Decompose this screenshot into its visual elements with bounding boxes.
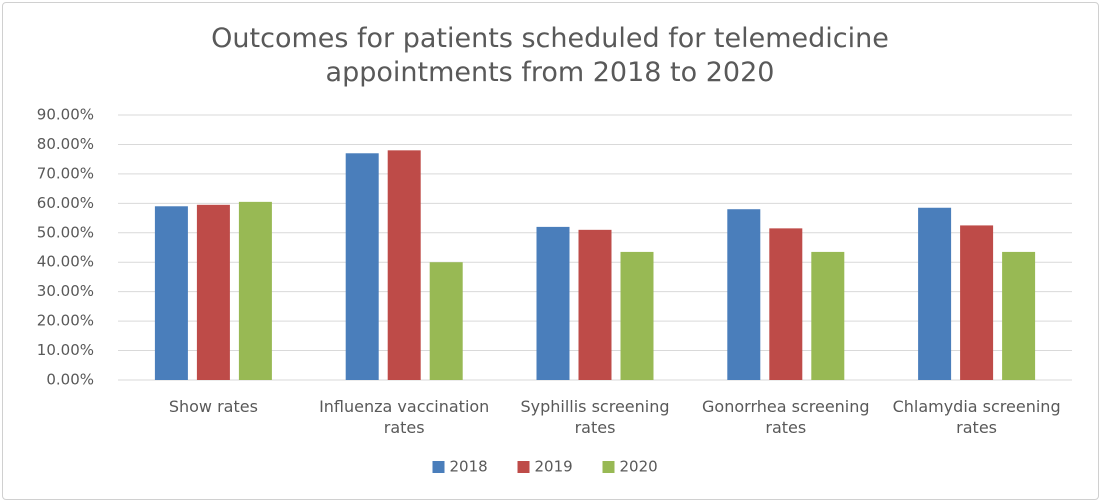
y-tick-label: 80.00% bbox=[37, 135, 94, 153]
y-tick-label: 90.00% bbox=[37, 106, 94, 124]
bar bbox=[727, 209, 761, 380]
legend-swatch bbox=[517, 461, 530, 473]
bar bbox=[536, 226, 570, 380]
legend-swatch bbox=[432, 461, 445, 473]
bar bbox=[387, 150, 421, 380]
bar bbox=[811, 251, 845, 380]
bar bbox=[960, 225, 994, 380]
bar bbox=[620, 251, 654, 380]
x-tick-label: Gonorrhea screening rates bbox=[702, 397, 870, 437]
y-tick-label: 0.00% bbox=[46, 371, 94, 389]
bar bbox=[769, 228, 803, 380]
y-tick-label: 40.00% bbox=[37, 253, 94, 271]
legend-label: 2019 bbox=[535, 458, 573, 476]
y-tick-label: 20.00% bbox=[37, 312, 94, 330]
bar bbox=[1002, 251, 1036, 380]
y-tick-label: 50.00% bbox=[37, 223, 94, 241]
x-tick-label: Show rates bbox=[168, 397, 258, 416]
bar bbox=[429, 262, 463, 380]
x-tick-label: Chlamydia screening rates bbox=[892, 397, 1061, 437]
x-tick-label: Syphillis screening rates bbox=[520, 397, 670, 437]
legend-label: 2018 bbox=[450, 458, 488, 476]
bar bbox=[154, 206, 188, 380]
y-tick-label: 30.00% bbox=[37, 282, 94, 300]
bar bbox=[578, 229, 612, 380]
bar bbox=[196, 204, 230, 380]
x-tick-label: Influenza vaccination rates bbox=[319, 397, 490, 437]
bar bbox=[918, 207, 952, 380]
legend-label: 2020 bbox=[620, 458, 658, 476]
bar bbox=[345, 153, 379, 380]
y-tick-label: 10.00% bbox=[37, 341, 94, 359]
chart-title: Outcomes for patients scheduled for tele… bbox=[211, 23, 889, 88]
y-tick-label: 70.00% bbox=[37, 164, 94, 182]
legend-swatch bbox=[602, 461, 615, 473]
bar bbox=[238, 201, 272, 380]
y-tick-label: 60.00% bbox=[37, 194, 94, 212]
